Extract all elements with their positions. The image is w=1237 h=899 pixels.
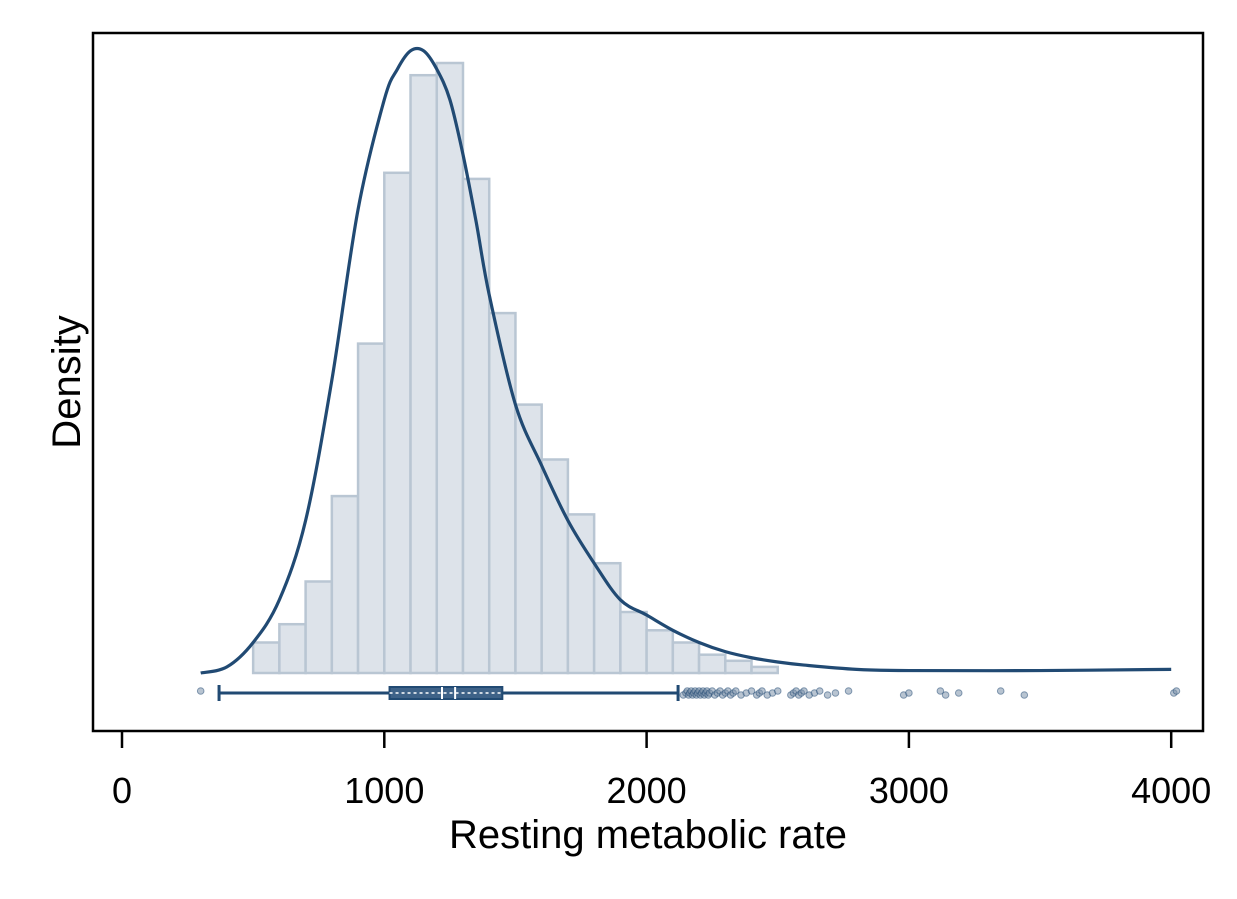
- outlier-point: [758, 687, 766, 695]
- histogram-bar: [592, 561, 622, 675]
- histogram-bar: [304, 580, 334, 675]
- outlier-point: [773, 687, 782, 695]
- outlier-point: [823, 691, 832, 699]
- x-tick-label: 3000: [869, 770, 949, 811]
- histogram-bar: [724, 659, 753, 675]
- histogram-bars: [251, 61, 780, 675]
- outlier-point: [831, 689, 840, 697]
- histogram-bar: [278, 622, 307, 675]
- histogram-bar: [251, 641, 281, 675]
- histogram-bar: [619, 610, 648, 675]
- outlier-point: [1020, 691, 1029, 699]
- histogram-bar: [566, 513, 596, 675]
- outlier-point: [844, 687, 853, 695]
- histogram-bar: [356, 342, 386, 675]
- outlier-point: [954, 689, 963, 697]
- outlier-point: [800, 687, 808, 695]
- histogram-bar: [750, 665, 780, 675]
- outlier-point: [936, 687, 945, 695]
- histogram-bar: [671, 641, 701, 675]
- histogram-bar: [540, 458, 570, 675]
- x-axis-ticks: 0 1000 2000 3000 4000: [112, 731, 1211, 811]
- histogram-bar: [514, 403, 543, 675]
- histogram-bar: [697, 653, 727, 675]
- outlier-point: [196, 687, 205, 695]
- plot-frame: [91, 31, 1205, 733]
- outlier-point: [815, 687, 824, 695]
- x-tick-label: 2000: [607, 770, 687, 811]
- histogram-bar: [435, 61, 465, 675]
- x-axis-title: Resting metabolic rate: [449, 813, 847, 857]
- histogram-bar: [645, 629, 675, 675]
- y-axis-title: Density: [45, 315, 89, 448]
- outlier-point: [996, 687, 1005, 695]
- histogram-bar: [409, 73, 439, 675]
- outlier-point: [731, 687, 740, 695]
- box-plot: [196, 685, 1181, 701]
- histogram-bar: [487, 311, 517, 675]
- outlier-point: [1172, 687, 1181, 695]
- histogram-bar: [383, 171, 412, 675]
- outlier-point: [905, 689, 913, 697]
- x-tick-label: 1000: [344, 770, 424, 811]
- x-tick-label: 0: [112, 770, 132, 811]
- histogram-bar: [461, 177, 491, 675]
- outlier-point: [941, 691, 950, 699]
- outlier-point: [747, 687, 756, 695]
- x-tick-label: 4000: [1131, 770, 1211, 811]
- density-curve: [200, 46, 1172, 675]
- histogram-bar: [330, 494, 360, 675]
